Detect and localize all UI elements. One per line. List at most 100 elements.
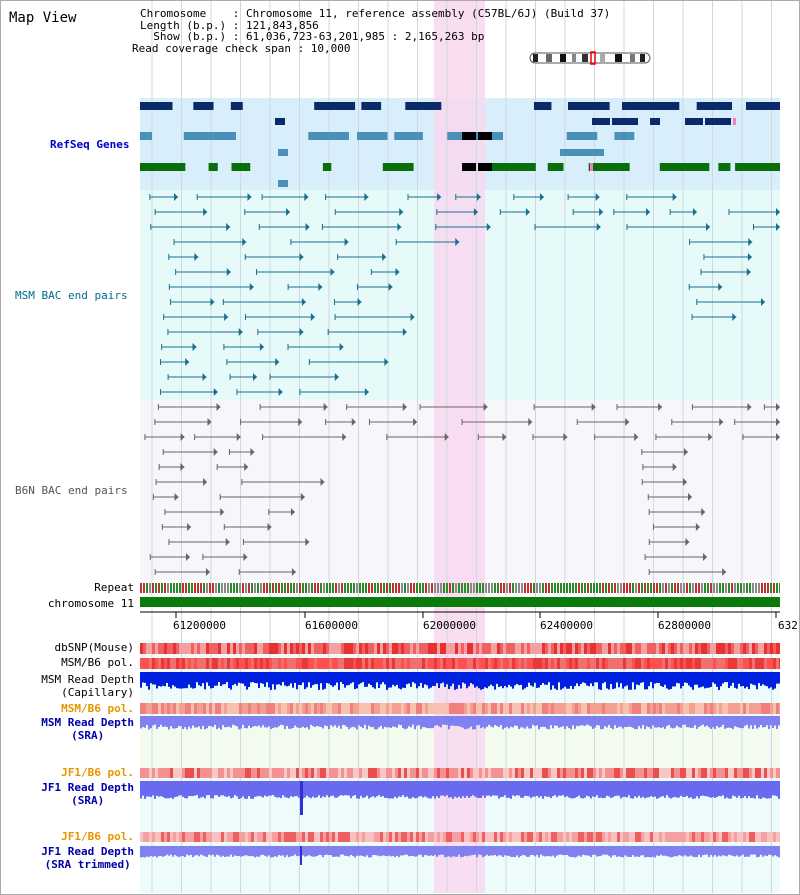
read-depth-bar <box>424 672 426 685</box>
repeat-mark <box>344 583 346 593</box>
repeat-label[interactable]: Repeat <box>94 581 134 594</box>
polymorphism-cell <box>320 658 323 669</box>
polymorphism-cell <box>497 643 500 654</box>
polymorphism-cell <box>224 658 227 669</box>
axis-tick: 61200000 <box>173 619 226 632</box>
read-depth-bar <box>152 846 154 857</box>
polymorphism-cell <box>755 703 758 714</box>
read-depth-bar <box>192 781 194 797</box>
polymorphism-cell <box>548 703 551 714</box>
repeat-mark <box>239 583 241 593</box>
read-depth-bar <box>566 846 568 855</box>
bac-end-pair <box>476 193 481 201</box>
read-depth-bar <box>434 781 436 799</box>
polymorphism-cell <box>509 643 512 654</box>
dbsnp-label[interactable]: dbSNP(Mouse) <box>54 641 134 654</box>
read-depth-bar <box>322 672 324 690</box>
read-depth-bar <box>140 716 142 729</box>
jf1-b6-pol2-label[interactable]: JF1/B6 pol. <box>61 830 134 843</box>
read-depth-bar <box>322 846 324 858</box>
read-depth-bar <box>704 716 706 727</box>
read-depth-bar <box>342 781 344 796</box>
polymorphism-cell <box>494 643 497 654</box>
polymorphism-cell <box>179 643 182 654</box>
bac-end-pair <box>194 253 199 261</box>
read-depth-bar <box>386 672 388 690</box>
repeat-mark <box>689 583 691 593</box>
polymorphism-cell <box>464 832 467 842</box>
read-depth-bar <box>150 716 152 729</box>
read-depth-bar <box>150 846 152 857</box>
polymorphism-cell <box>227 703 230 714</box>
repeat-mark <box>614 583 616 593</box>
polymorphism-cell <box>443 658 446 669</box>
polymorphism-cell <box>572 643 575 654</box>
polymorphism-cell <box>197 643 200 654</box>
read-depth-bar <box>438 716 440 727</box>
bac-end-pair <box>747 253 752 261</box>
read-depth-bar <box>416 672 418 689</box>
read-depth-bar <box>642 846 644 856</box>
polymorphism-cell <box>266 832 269 842</box>
read-depth-bar <box>590 846 592 858</box>
read-depth-bar <box>280 846 282 856</box>
polymorphism-cell <box>755 658 758 669</box>
b6n-bac-label[interactable]: B6N BAC end pairs <box>15 484 128 497</box>
read-depth-bar <box>436 781 438 797</box>
polymorphism-cell <box>176 768 179 778</box>
read-depth-bar <box>304 846 306 857</box>
jf1-b6-pol-label[interactable]: JF1/B6 pol. <box>61 766 134 779</box>
read-depth-bar <box>754 781 756 799</box>
refseq-gene <box>394 132 423 140</box>
read-depth-bar <box>654 781 656 797</box>
read-depth-bar <box>594 846 596 855</box>
polymorphism-cell <box>449 832 452 842</box>
polymorphism-cell <box>233 768 236 778</box>
read-depth-bar <box>714 716 716 730</box>
repeat-mark <box>413 583 415 593</box>
polymorphism-cell <box>176 832 179 842</box>
jf1-depth-sra-label[interactable]: JF1 Read Depth (SRA) <box>41 781 134 807</box>
read-depth-bar <box>560 781 562 796</box>
repeat-mark <box>380 583 382 593</box>
read-depth-bar <box>282 846 284 856</box>
polymorphism-cell <box>695 643 698 654</box>
polymorphism-cell <box>740 703 743 714</box>
polymorphism-cell <box>605 832 608 842</box>
msm-depth-capillary-label[interactable]: MSM Read Depth (Capillary) <box>41 673 134 699</box>
polymorphism-cell <box>524 768 527 778</box>
polymorphism-cell <box>659 832 662 842</box>
read-depth-bar <box>384 716 386 727</box>
refseq-genes-label[interactable]: RefSeq Genes <box>50 138 130 151</box>
assembly-info: Chromosome : Chromosome 11, reference as… <box>132 8 610 54</box>
read-depth-bar <box>272 846 274 858</box>
repeat-mark <box>746 583 748 593</box>
polymorphism-cell <box>731 643 734 654</box>
polymorphism-cell <box>167 703 170 714</box>
polymorphism-cell <box>185 832 188 842</box>
repeat-mark <box>698 583 700 593</box>
read-depth-bar <box>620 672 622 684</box>
msm-bac-label[interactable]: MSM BAC end pairs <box>15 289 128 302</box>
read-depth-bar <box>506 672 508 688</box>
msm-depth-sra-label[interactable]: MSM Read Depth (SRA) <box>41 716 134 742</box>
read-depth-bar <box>256 781 258 797</box>
bac-end-pair <box>672 463 677 471</box>
read-depth-bar <box>672 716 674 729</box>
jf1-depth-trimmed-label[interactable]: JF1 Read Depth (SRA trimmed) <box>41 845 134 871</box>
polymorphism-cell <box>683 768 686 778</box>
read-depth-bar <box>212 672 214 688</box>
polymorphism-cell <box>746 643 749 654</box>
read-depth-bar <box>370 672 372 686</box>
polymorphism-cell <box>344 658 347 669</box>
chromosome-track-label[interactable]: chromosome 11 <box>47 597 134 610</box>
polymorphism-cell <box>527 768 530 778</box>
polymorphism-cell <box>281 832 284 842</box>
polymorphism-cell <box>716 832 719 842</box>
msm-b6-pol-sra-label[interactable]: MSM/B6 pol. <box>61 702 134 715</box>
msm-b6-pol-label[interactable]: MSM/B6 pol. <box>61 656 134 669</box>
read-depth-bar <box>732 846 734 856</box>
read-depth-bar <box>184 781 186 799</box>
polymorphism-cell <box>194 832 197 842</box>
read-depth-bar <box>282 672 284 683</box>
